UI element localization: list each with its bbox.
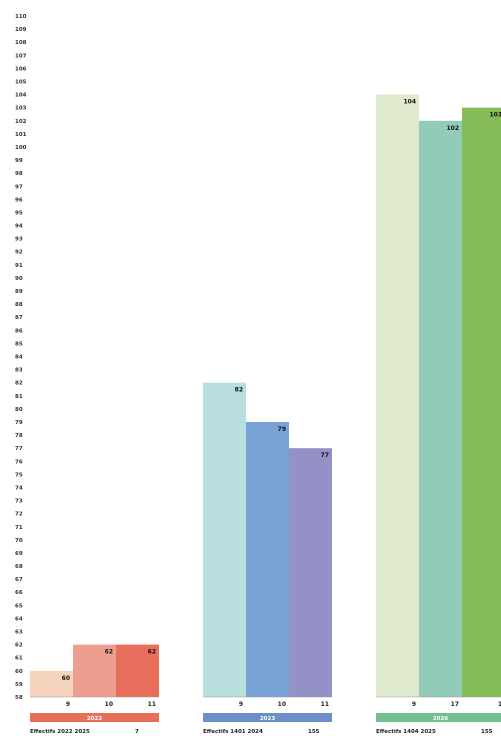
x-tick-label: 1 [498, 701, 501, 708]
y-tick-label: 67 [15, 577, 23, 583]
y-tick-label: 103 [15, 106, 27, 112]
data-label: 77 [321, 452, 329, 459]
y-tick-label: 71 [15, 525, 23, 531]
data-label: 60 [62, 675, 70, 682]
y-tick-label: 86 [15, 328, 23, 334]
x-tick-label: 11 [321, 701, 329, 708]
y-tick-label: 63 [15, 630, 23, 636]
data-label: 102 [446, 125, 459, 132]
y-tick-label: 65 [15, 603, 23, 609]
y-tick-label: 69 [15, 551, 23, 557]
y-tick-label: 60 [15, 669, 23, 675]
y-tick-label: 85 [15, 341, 23, 347]
y-tick-label: 58 [15, 695, 23, 701]
data-label: 62 [105, 649, 113, 656]
y-tick-label: 80 [15, 407, 23, 413]
y-tick-label: 106 [15, 66, 27, 72]
y-tick-label: 61 [15, 656, 23, 662]
y-tick-label: 72 [15, 512, 23, 518]
y-tick-label: 81 [15, 394, 23, 400]
x-tick-label: 10 [278, 701, 286, 708]
y-tick-label: 70 [15, 538, 23, 544]
y-tick-label: 79 [15, 420, 23, 426]
group-footer: Effectifs 1401 2024 [203, 729, 263, 735]
group-strip [203, 713, 332, 722]
group-label: 2026 [433, 716, 448, 722]
group-label: 2022 [87, 716, 102, 722]
y-tick-label: 110 [15, 14, 27, 20]
data-label: 103 [489, 112, 501, 119]
x-tick-label: 17 [451, 701, 459, 708]
group-strip [30, 713, 159, 722]
y-tick-label: 99 [15, 158, 23, 164]
y-tick-label: 88 [15, 302, 23, 308]
bar [116, 644, 159, 697]
x-tick-label: 9 [239, 701, 243, 708]
bar [246, 421, 289, 697]
y-tick-label: 101 [15, 132, 27, 138]
y-tick-label: 64 [15, 616, 23, 622]
y-tick-label: 109 [15, 27, 27, 33]
bar [203, 382, 246, 697]
x-tick-label: 9 [66, 701, 70, 708]
y-tick-label: 75 [15, 472, 23, 478]
y-tick-label: 97 [15, 184, 23, 190]
y-tick-label: 102 [15, 119, 27, 125]
group-footer: Effectifs 1404 2025 [376, 729, 436, 735]
y-tick-label: 74 [15, 485, 23, 491]
bar [73, 644, 116, 697]
y-tick-label: 76 [15, 459, 23, 465]
bar [289, 448, 332, 697]
x-tick-label: 10 [105, 701, 113, 708]
group-strip [376, 713, 501, 722]
y-tick-label: 83 [15, 368, 23, 374]
data-label: 62 [148, 649, 156, 656]
y-tick-label: 89 [15, 289, 23, 295]
y-tick-label: 78 [15, 433, 23, 439]
y-tick-label: 84 [15, 355, 23, 361]
y-tick-label: 98 [15, 171, 23, 177]
group-footer-value: 155 [481, 729, 493, 735]
y-tick-label: 107 [15, 53, 27, 59]
x-tick-label: 11 [148, 701, 156, 708]
bar [462, 107, 501, 697]
y-tick-label: 104 [15, 93, 27, 99]
bar [376, 94, 419, 698]
y-tick-label: 91 [15, 263, 23, 269]
y-tick-label: 92 [15, 250, 23, 256]
x-tick-label: 9 [412, 701, 416, 708]
y-tick-label: 93 [15, 237, 23, 243]
y-tick-label: 73 [15, 499, 23, 505]
data-label: 79 [278, 426, 286, 433]
y-tick-label: 100 [15, 145, 27, 151]
y-tick-label: 62 [15, 643, 23, 649]
group-footer-value: 155 [308, 729, 320, 735]
y-tick-label: 96 [15, 197, 23, 203]
y-tick-label: 68 [15, 564, 23, 570]
y-tick-label: 87 [15, 315, 23, 321]
bar [30, 670, 73, 697]
y-tick-label: 94 [15, 224, 23, 230]
y-tick-label: 59 [15, 682, 23, 688]
y-tick-label: 105 [15, 79, 27, 85]
group-label: 2023 [260, 716, 275, 722]
y-axis: 110 109 108 107 106 105 104 103 102 101 100 99 98 97 9… [15, 14, 27, 701]
y-tick-label: 82 [15, 381, 23, 387]
y-tick-label: 90 [15, 276, 23, 282]
bar [419, 120, 462, 698]
y-tick-label: 95 [15, 210, 23, 216]
y-tick-label: 77 [15, 446, 23, 452]
group-footer: Effectifs 2022 2025 [30, 729, 90, 735]
y-tick-label: 108 [15, 40, 27, 46]
data-label: 104 [403, 99, 416, 106]
x-axis: 9 10 11 2022 Effectifs 2022 2025 7 9 10 11 2023 Ef… [30, 696, 501, 735]
bars-layer: 60 62 62 82 79 77 104 102 103 [30, 94, 501, 698]
group-footer-value: 7 [135, 729, 139, 735]
y-tick-label: 66 [15, 590, 23, 596]
data-label: 82 [235, 387, 243, 394]
